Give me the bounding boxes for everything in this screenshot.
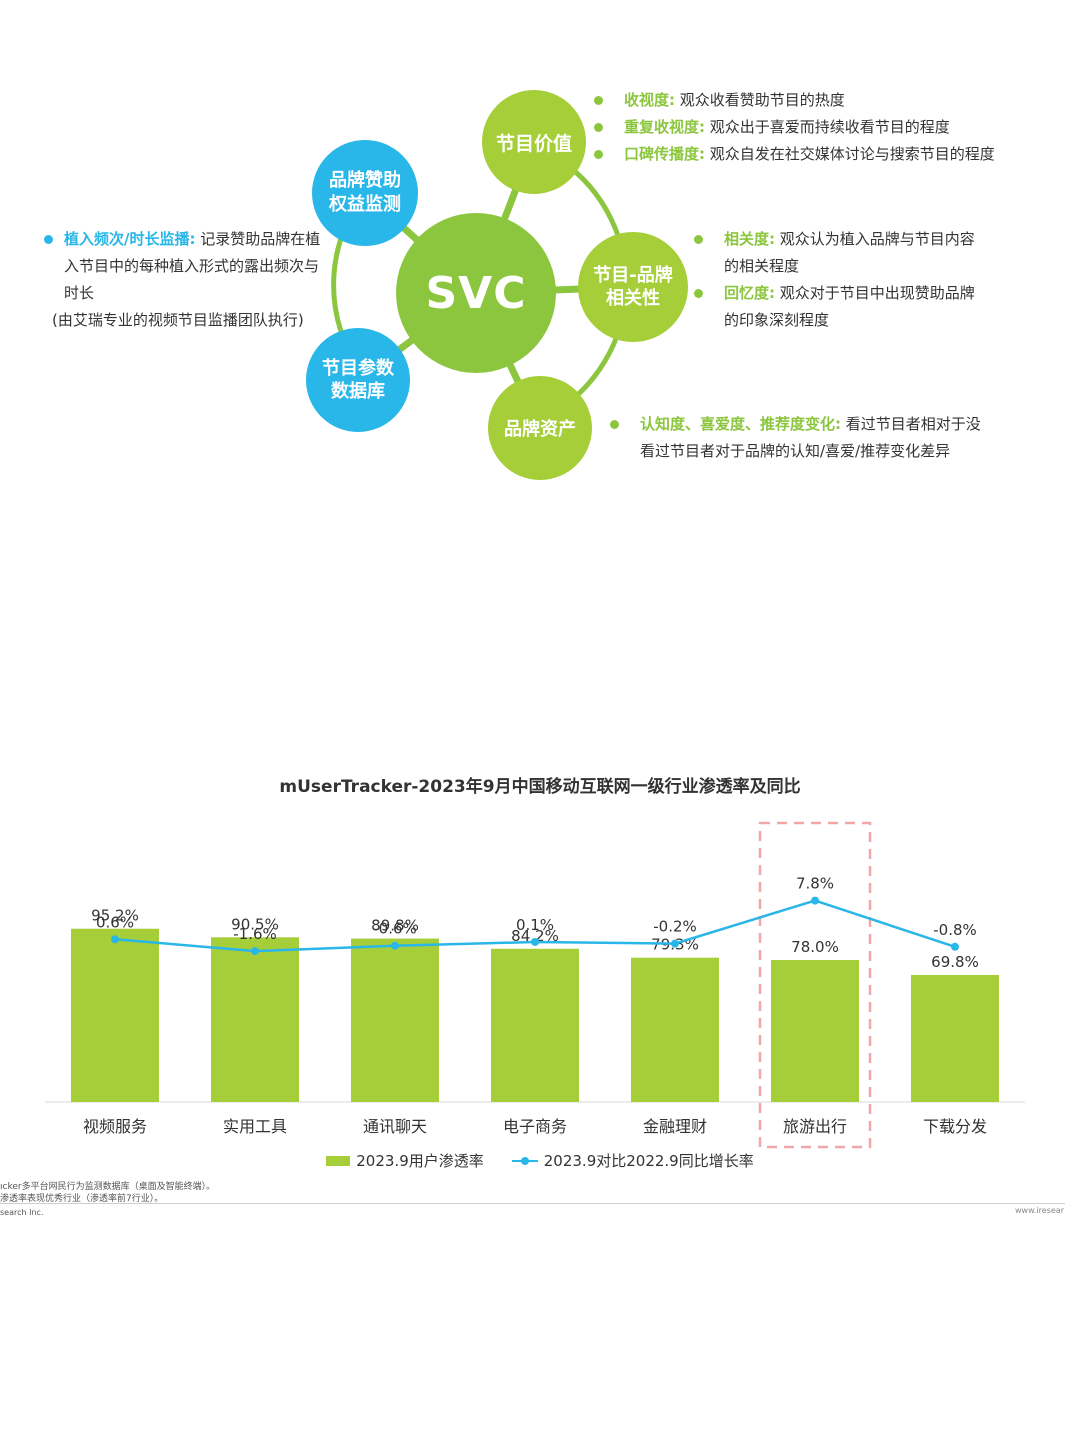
brand-monitor-desc: 植入频次/时长监播: 记录赞助品牌在植 入节目中的每种植入形式的露出频次与 时长 (… [40,226,340,334]
x-tick-label: 旅游出行 [783,1117,847,1136]
bar [771,960,859,1102]
growth-value-label: -0.8% [933,921,977,939]
brand-asset-desc: 认知度、喜爱度、推荐度变化: 看过节目者相对于没 看过节目者对于品牌的认知/喜爱/… [606,411,1026,465]
bar-value-label: 69.8% [931,953,979,971]
brand-relevance-node: 节目-品牌 相关性 [578,232,688,342]
program-value-node: 节目价值 [482,90,586,194]
x-tick-label: 实用工具 [223,1117,287,1136]
bullet-icon [594,123,603,132]
monitor-note: (由艾瑞专业的视频节目监播团队执行) [52,311,304,329]
bar-value-label: 84.2% [511,927,559,945]
relevance-desc: 相关度: 观众认为植入品牌与节目内容 的相关程度 回忆度: 观众对于节目中出现赞助… [690,226,1010,334]
brand-asset-node: 品牌资产 [488,376,592,480]
bar [71,928,159,1102]
list-item: 植入频次/时长监播: 记录赞助品牌在植 入节目中的每种植入形式的露出频次与 时长 [40,226,340,307]
legend-item-line: 2023.9对比2022.9同比增长率 [511,1150,754,1171]
bar-value-label: 95.2% [91,907,139,925]
growth-point [391,941,399,950]
chart-title: mUserTracker-2023年9月中国移动互联网一级行业渗透率及同比 [279,777,801,797]
brand-monitor-node: 品牌赞助 权益监测 [312,140,418,246]
growth-point [811,896,819,905]
growth-value-label: -1.6% [233,925,277,943]
growth-value-label: 0.1% [516,916,554,934]
bullet-icon [610,420,619,429]
bullet-icon [44,235,53,244]
program-value-desc: 收视度: 观众收看赞助节目的热度 重复收视度: 观众出于喜爱而持续收看节目的程度… [590,87,1060,168]
x-tick-label: 下载分发 [923,1117,987,1136]
svc-center-node: SVC [396,213,556,373]
bar-value-label: 90.5% [231,915,279,933]
bar-value-label: 78.0% [791,938,839,956]
program-db-node: 节目参数 数据库 [306,328,410,432]
growth-point [951,942,959,951]
list-item: 回忆度: 观众对于节目中出现赞助品牌 的印象深刻程度 [690,280,1010,334]
list-item: 认知度、喜爱度、推荐度变化: 看过节目者相对于没 看过节目者对于品牌的认知/喜爱/… [606,411,1026,465]
footer-divider [0,1203,1065,1204]
footer-copyright: search Inc. [0,1208,44,1217]
list-item: 重复收视度: 观众出于喜爱而持续收看节目的程度 [590,114,1060,141]
legend-item-bar: 2023.9用户渗透率 [326,1150,484,1171]
legend-bar-swatch [326,1155,351,1166]
bullet-icon [694,289,703,298]
growth-point [251,947,259,956]
growth-point [531,937,539,946]
x-tick-label: 通讯聊天 [363,1117,427,1136]
bar [491,948,579,1102]
bar [631,957,719,1102]
growth-point [111,935,119,944]
bar [351,938,439,1102]
highlight-box [758,821,872,1149]
svc-diagram: SVC 节目价值 品牌赞助 权益监测 节目-品牌 相关性 节目参数 数据库 品牌… [0,0,1080,500]
list-item: 收视度: 观众收看赞助节目的热度 [590,87,1060,114]
list-item: 相关度: 观众认为植入品牌与节目内容 的相关程度 [690,226,1010,280]
bar [211,937,299,1102]
chart-legend: 2023.9用户渗透率 2023.9对比2022.9同比增长率 [0,1150,1080,1171]
x-tick-label: 金融理财 [643,1117,707,1136]
x-tick-label: 电子商务 [503,1117,567,1136]
bullet-icon [594,96,603,105]
bar [911,974,999,1102]
footnote: ıcker多平台网民行为监测数据库（桌面及智能终端）。 渗透率表现优秀行业（渗透… [0,1182,216,1204]
bullet-icon [594,150,603,159]
bullet-icon [694,235,703,244]
footer-site: www.iresear [1015,1206,1064,1215]
growth-value-label: -0.6% [373,920,417,938]
chart-canvas: 95.2%视频服务90.5%实用工具89.8%通讯聊天84.2%电子商务79.3… [45,821,1025,1149]
list-item: 口碑传播度: 观众自发在社交媒体讨论与搜索节目的程度 [590,141,1060,168]
bar-value-label: 89.8% [371,917,419,935]
legend-line-swatch [511,1156,538,1166]
growth-point [671,939,679,948]
growth-value-label: 7.8% [796,875,834,893]
growth-value-label: -0.2% [653,918,697,936]
x-tick-label: 视频服务 [83,1117,147,1136]
growth-value-label: 0.6% [96,913,134,931]
